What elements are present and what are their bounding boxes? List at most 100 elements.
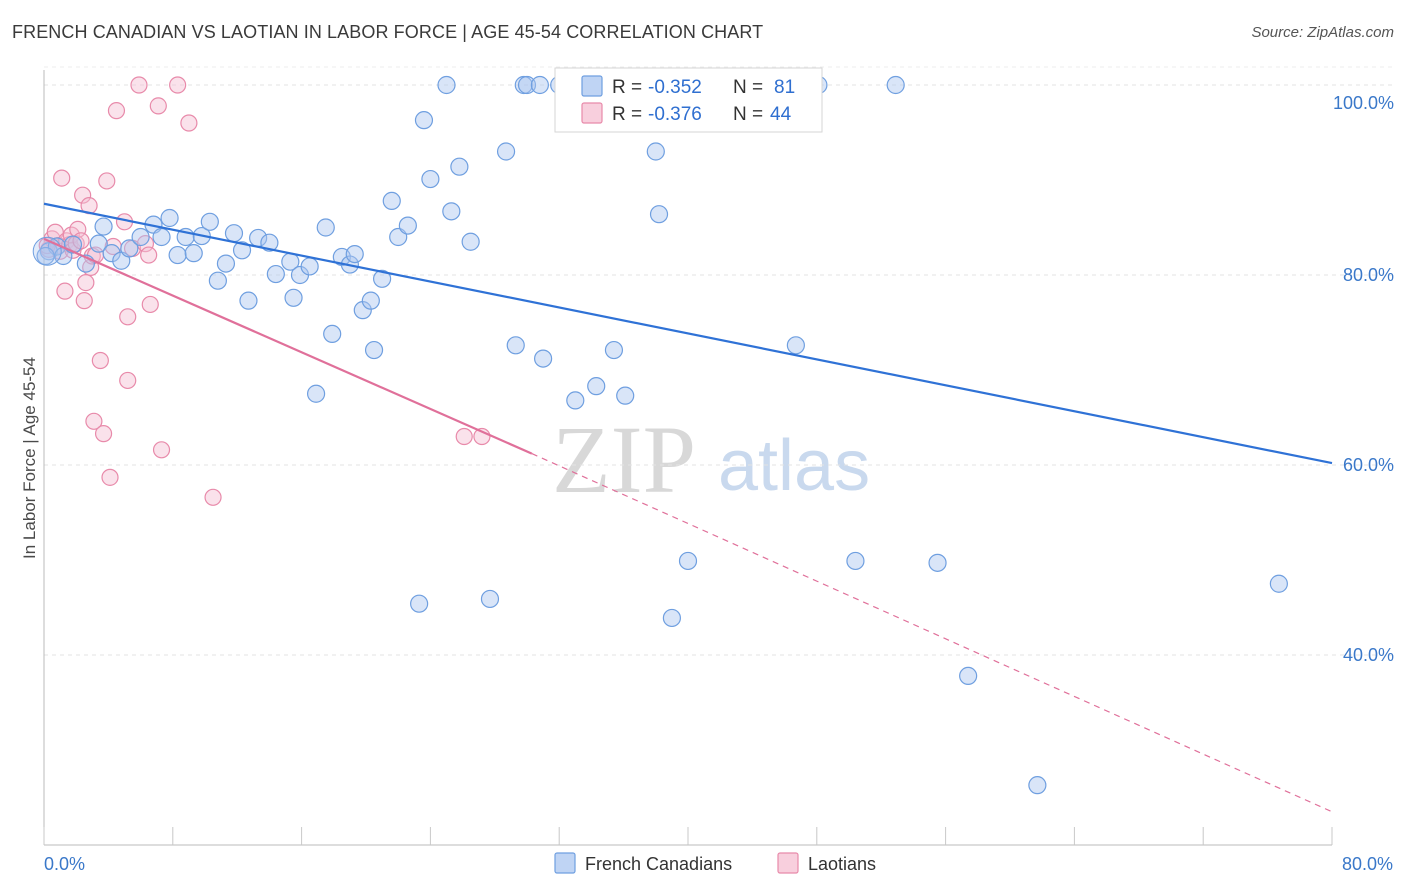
legend-r-value-laotians: -0.376: [648, 104, 702, 125]
data-point: [98, 172, 116, 190]
source-credit: Source: ZipAtlas.com: [1251, 24, 1394, 41]
legend-r-label: R =: [612, 77, 642, 98]
data-point: [53, 169, 71, 187]
data-point: [149, 97, 167, 115]
data-point: [141, 295, 159, 314]
legend-r-label: R =: [612, 104, 642, 125]
series-legend-swatch-french-canadians: [554, 852, 576, 874]
data-point: [316, 218, 335, 237]
data-point: [300, 257, 319, 276]
watermark-zip: ZIP: [552, 406, 696, 513]
legend-swatch-laotians: [581, 102, 603, 124]
data-point: [131, 227, 150, 247]
data-point: [786, 336, 805, 355]
data-point: [169, 76, 187, 94]
stats-legend: R = -0.352 N = 81 R = -0.376 N = 44: [554, 67, 823, 133]
data-point: [89, 234, 108, 253]
data-point: [506, 336, 525, 355]
data-point: [461, 232, 480, 251]
watermark-atlas: atlas: [718, 426, 870, 506]
data-point: [204, 488, 222, 506]
data-point: [566, 391, 585, 410]
data-point: [959, 666, 978, 686]
data-point: [442, 202, 461, 221]
y-tick-label: 80.0%: [1343, 265, 1394, 285]
data-point: [846, 551, 865, 571]
data-point: [239, 291, 258, 310]
legend-n-value-laotians: 44: [770, 104, 792, 125]
y-tick-label: 100.0%: [1333, 93, 1394, 113]
data-point: [266, 264, 285, 284]
data-point: [107, 102, 126, 120]
data-point: [450, 157, 469, 176]
data-point: [662, 608, 682, 628]
data-point: [530, 75, 549, 95]
data-point: [928, 553, 947, 572]
data-point: [94, 217, 113, 236]
data-point: [74, 186, 92, 204]
data-point: [62, 226, 80, 244]
data-point: [77, 274, 95, 292]
trend-lines: [43, 202, 1333, 813]
chart-title: FRENCH CANADIAN VS LAOTIAN IN LABOR FORC…: [12, 22, 764, 42]
data-point: [140, 246, 158, 264]
data-point: [496, 142, 516, 161]
data-point: [364, 340, 384, 360]
data-point: [306, 384, 326, 403]
data-point: [94, 425, 113, 443]
data-point: [284, 288, 303, 307]
data-point: [678, 551, 698, 571]
data-point: [361, 291, 380, 310]
data-point: [119, 371, 137, 390]
data-point: [36, 246, 55, 266]
data-point: [260, 233, 279, 252]
data-point: [152, 227, 171, 247]
data-point: [398, 216, 417, 235]
y-axis-label: In Labor Force | Age 45-54: [20, 357, 39, 559]
data-point: [616, 386, 635, 405]
x-tick-labels: 0.0% 80.0%: [44, 854, 1393, 874]
y-tick-label: 60.0%: [1343, 455, 1394, 475]
series-legend-label-french-canadians: French Canadians: [585, 854, 732, 874]
data-point: [604, 340, 624, 360]
data-point: [533, 349, 553, 368]
data-point: [160, 208, 179, 228]
data-point: [120, 239, 139, 258]
data-point: [56, 282, 74, 300]
trend-line-laotians-extrapolated: [531, 453, 1333, 813]
legend-n-label: N =: [733, 77, 763, 98]
data-point: [373, 269, 392, 288]
data-point: [119, 308, 137, 326]
data-point: [410, 594, 429, 613]
data-point: [345, 245, 364, 264]
data-point: [180, 114, 198, 132]
data-point: [1269, 574, 1288, 593]
data-point: [1028, 776, 1047, 795]
data-point: [886, 75, 905, 95]
data-point: [646, 142, 665, 161]
y-tick-labels: 40.0% 60.0% 80.0% 100.0%: [1333, 93, 1394, 665]
data-point: [130, 76, 148, 94]
data-point: [208, 271, 227, 290]
gridlines: [44, 66, 1395, 656]
data-point: [75, 292, 93, 310]
data-point: [184, 244, 203, 263]
series-legend-label-laotians: Laotians: [808, 854, 876, 874]
data-point: [382, 191, 401, 210]
data-point: [421, 169, 440, 189]
data-point: [414, 111, 434, 130]
data-point: [480, 589, 500, 609]
data-point: [455, 427, 473, 446]
legend-n-value-french-canadians: 81: [774, 77, 795, 98]
x-tick-marks: [43, 827, 1333, 845]
data-point: [102, 244, 121, 263]
trend-line-laotians: [43, 237, 533, 455]
data-point: [152, 441, 171, 459]
x-tick-label: 0.0%: [44, 854, 85, 874]
laotians-points: [38, 76, 491, 506]
trend-line-french-canadians: [43, 202, 1333, 465]
data-point: [85, 412, 103, 430]
data-point: [101, 468, 119, 486]
data-point: [200, 212, 219, 231]
